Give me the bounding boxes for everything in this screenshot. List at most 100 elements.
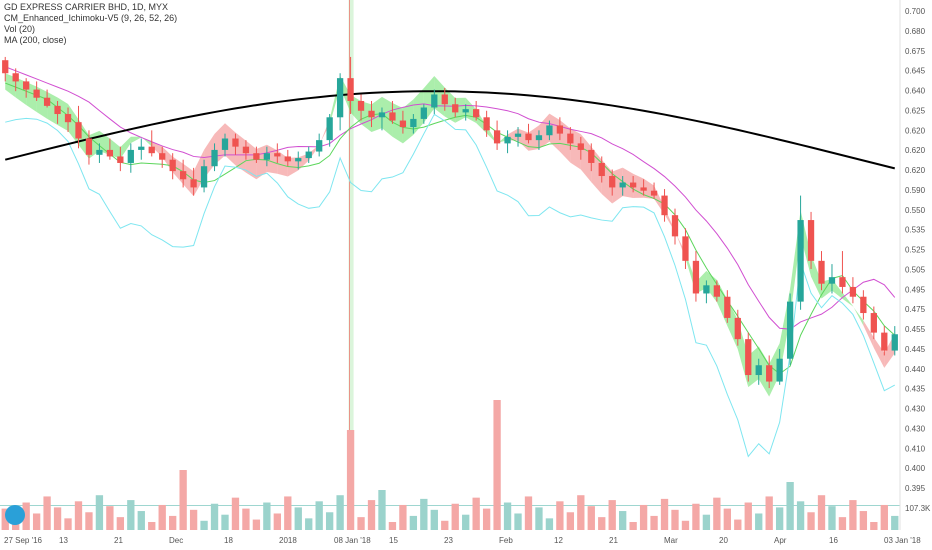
- candle-body: [96, 149, 103, 155]
- volume-bar: [692, 503, 700, 530]
- volume-bar: [482, 508, 491, 530]
- candle-body: [54, 105, 61, 115]
- price-tick-label: 0.550: [905, 206, 926, 215]
- candle-body: [23, 81, 30, 90]
- volume-bar: [765, 496, 773, 530]
- candle-body: [169, 159, 176, 172]
- price-axis[interactable]: 0.700 0.680 0.675 0.645 0.640 0.625 0.620 0.620…: [905, 7, 931, 513]
- candle-body: [682, 236, 689, 261]
- volume-bar: [524, 496, 533, 530]
- volume-bar: [210, 503, 219, 530]
- volume-bar: [43, 496, 51, 530]
- candle-body: [253, 153, 260, 160]
- volume-bar: [273, 513, 281, 530]
- volume-bar: [587, 506, 595, 530]
- candle-body: [745, 339, 752, 376]
- volume-bar: [817, 495, 826, 530]
- volume-bar: [493, 400, 501, 530]
- cloud-segment: [811, 254, 822, 299]
- candle-body: [138, 146, 145, 150]
- time-tick-label: Mar: [664, 536, 678, 545]
- volume-bar: [880, 504, 888, 530]
- volume-bar: [441, 520, 449, 530]
- chart-legend: GD EXPRESS CARRIER BHD, 1D, MYX CM_Enhan…: [4, 2, 177, 46]
- volume-bar: [514, 513, 522, 530]
- volume-bar: [838, 517, 847, 530]
- candle-body: [85, 138, 93, 155]
- price-tick-label: 0.435: [905, 385, 926, 394]
- cloud-segment: [633, 173, 644, 198]
- legend-ma[interactable]: MA (200, close): [4, 35, 67, 45]
- volume-bar: [409, 515, 418, 530]
- volume-bar: [127, 500, 135, 530]
- candle-body: [588, 149, 595, 163]
- price-tick-label: 0.395: [905, 484, 926, 493]
- candle-body: [2, 60, 9, 74]
- candle-body: [828, 277, 836, 284]
- legend-vol[interactable]: Vol (20): [4, 24, 36, 34]
- candle-body: [556, 125, 564, 134]
- candle-body: [180, 171, 187, 180]
- volume-bar: [639, 504, 648, 530]
- candle-body: [64, 114, 72, 123]
- candle-body: [713, 285, 720, 297]
- cloud-segment: [549, 113, 560, 152]
- volume-bar: [608, 500, 616, 530]
- candle-body: [493, 130, 501, 144]
- volume-bar: [420, 498, 428, 530]
- tradingview-logo-icon[interactable]: [5, 505, 25, 525]
- time-tick-label: 13: [59, 536, 68, 545]
- crosshair-band: [348, 0, 354, 530]
- time-tick-label: 21: [114, 536, 123, 545]
- volume-bars: [1, 400, 899, 530]
- volume-bar: [451, 503, 459, 530]
- volume-bar: [430, 509, 438, 530]
- candle-body: [263, 153, 270, 160]
- volume-bar: [734, 519, 742, 530]
- volume-bar: [671, 509, 679, 530]
- base-line: [5, 82, 896, 375]
- candle-body: [567, 133, 574, 144]
- time-tick-label: 18: [224, 536, 233, 545]
- candle-body: [786, 301, 794, 359]
- cloud-segment: [402, 99, 414, 144]
- candle-body: [357, 100, 365, 111]
- price-tick-label: 0.700: [905, 7, 926, 16]
- volume-bar: [242, 508, 250, 530]
- cloud-segment: [528, 125, 539, 151]
- candle-body: [148, 146, 155, 154]
- candle-body: [891, 334, 898, 351]
- candle-body: [295, 158, 302, 162]
- volume-bar: [388, 522, 397, 530]
- price-tick-label: 0.495: [905, 285, 926, 294]
- legend-ichimoku[interactable]: CM_Enhanced_Ichimoku-V5 (9, 26, 52, 26): [4, 13, 178, 23]
- cloud-segment: [120, 136, 131, 159]
- volume-bar: [284, 496, 292, 530]
- price-tick-label: 0.535: [905, 226, 926, 235]
- candle-body: [326, 117, 333, 141]
- candle-body: [860, 296, 867, 314]
- volume-bar: [32, 513, 41, 530]
- volume-bar: [179, 470, 187, 530]
- cloud-segment: [141, 136, 152, 147]
- price-tick-label: 0.505: [905, 265, 926, 274]
- volume-bar: [64, 518, 72, 530]
- cloud-segment: [130, 136, 142, 144]
- volume-bar: [399, 504, 407, 530]
- volume-bar: [367, 500, 376, 530]
- price-tick-label: 0.620: [905, 126, 926, 135]
- volume-bar: [22, 502, 30, 530]
- candle-body: [410, 118, 417, 128]
- price-tick-label: 0.455: [905, 325, 926, 334]
- time-tick-label: Dec: [169, 536, 183, 545]
- time-tick-label: 12: [554, 536, 563, 545]
- candle-body: [535, 135, 543, 141]
- price-tick-label: 0.400: [905, 464, 926, 473]
- candle-body: [671, 215, 679, 237]
- time-axis[interactable]: 27 Sep '16 13 21 Dec 18 2018 08 Jan '18 15 23 Feb…: [0, 531, 932, 550]
- volume-bar: [325, 512, 334, 530]
- time-axis-bg: [0, 531, 932, 550]
- candle-body: [650, 190, 658, 196]
- cloud-segment: [497, 134, 508, 144]
